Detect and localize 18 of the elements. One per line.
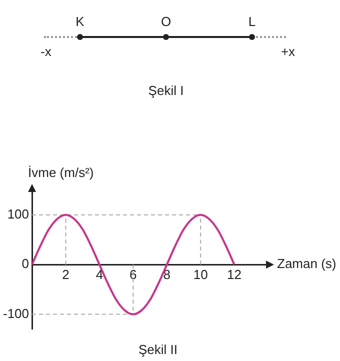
y-tick-label: 0 [22, 256, 30, 272]
y-tick-label: 100 [7, 206, 30, 222]
x-tick-label: 2 [62, 266, 70, 282]
x-axis-title: Zaman (s) [277, 256, 336, 272]
text: Şekil I [148, 83, 184, 98]
x-tick-label: 4 [96, 266, 104, 282]
x-tick-label: 10 [193, 266, 208, 282]
text: K [76, 14, 84, 29]
text: O [160, 14, 172, 29]
y-tick-label: -100 [2, 306, 30, 321]
text: L [248, 14, 256, 29]
text: -x [40, 44, 52, 59]
y-axis-title: İvme (m/s²) [28, 165, 94, 180]
x-tick-label: 8 [163, 266, 170, 282]
text: Şekil II [138, 342, 178, 357]
x-tick-label: 12 [227, 266, 242, 282]
x-tick-label: 6 [130, 266, 137, 282]
text: +x [280, 44, 296, 59]
